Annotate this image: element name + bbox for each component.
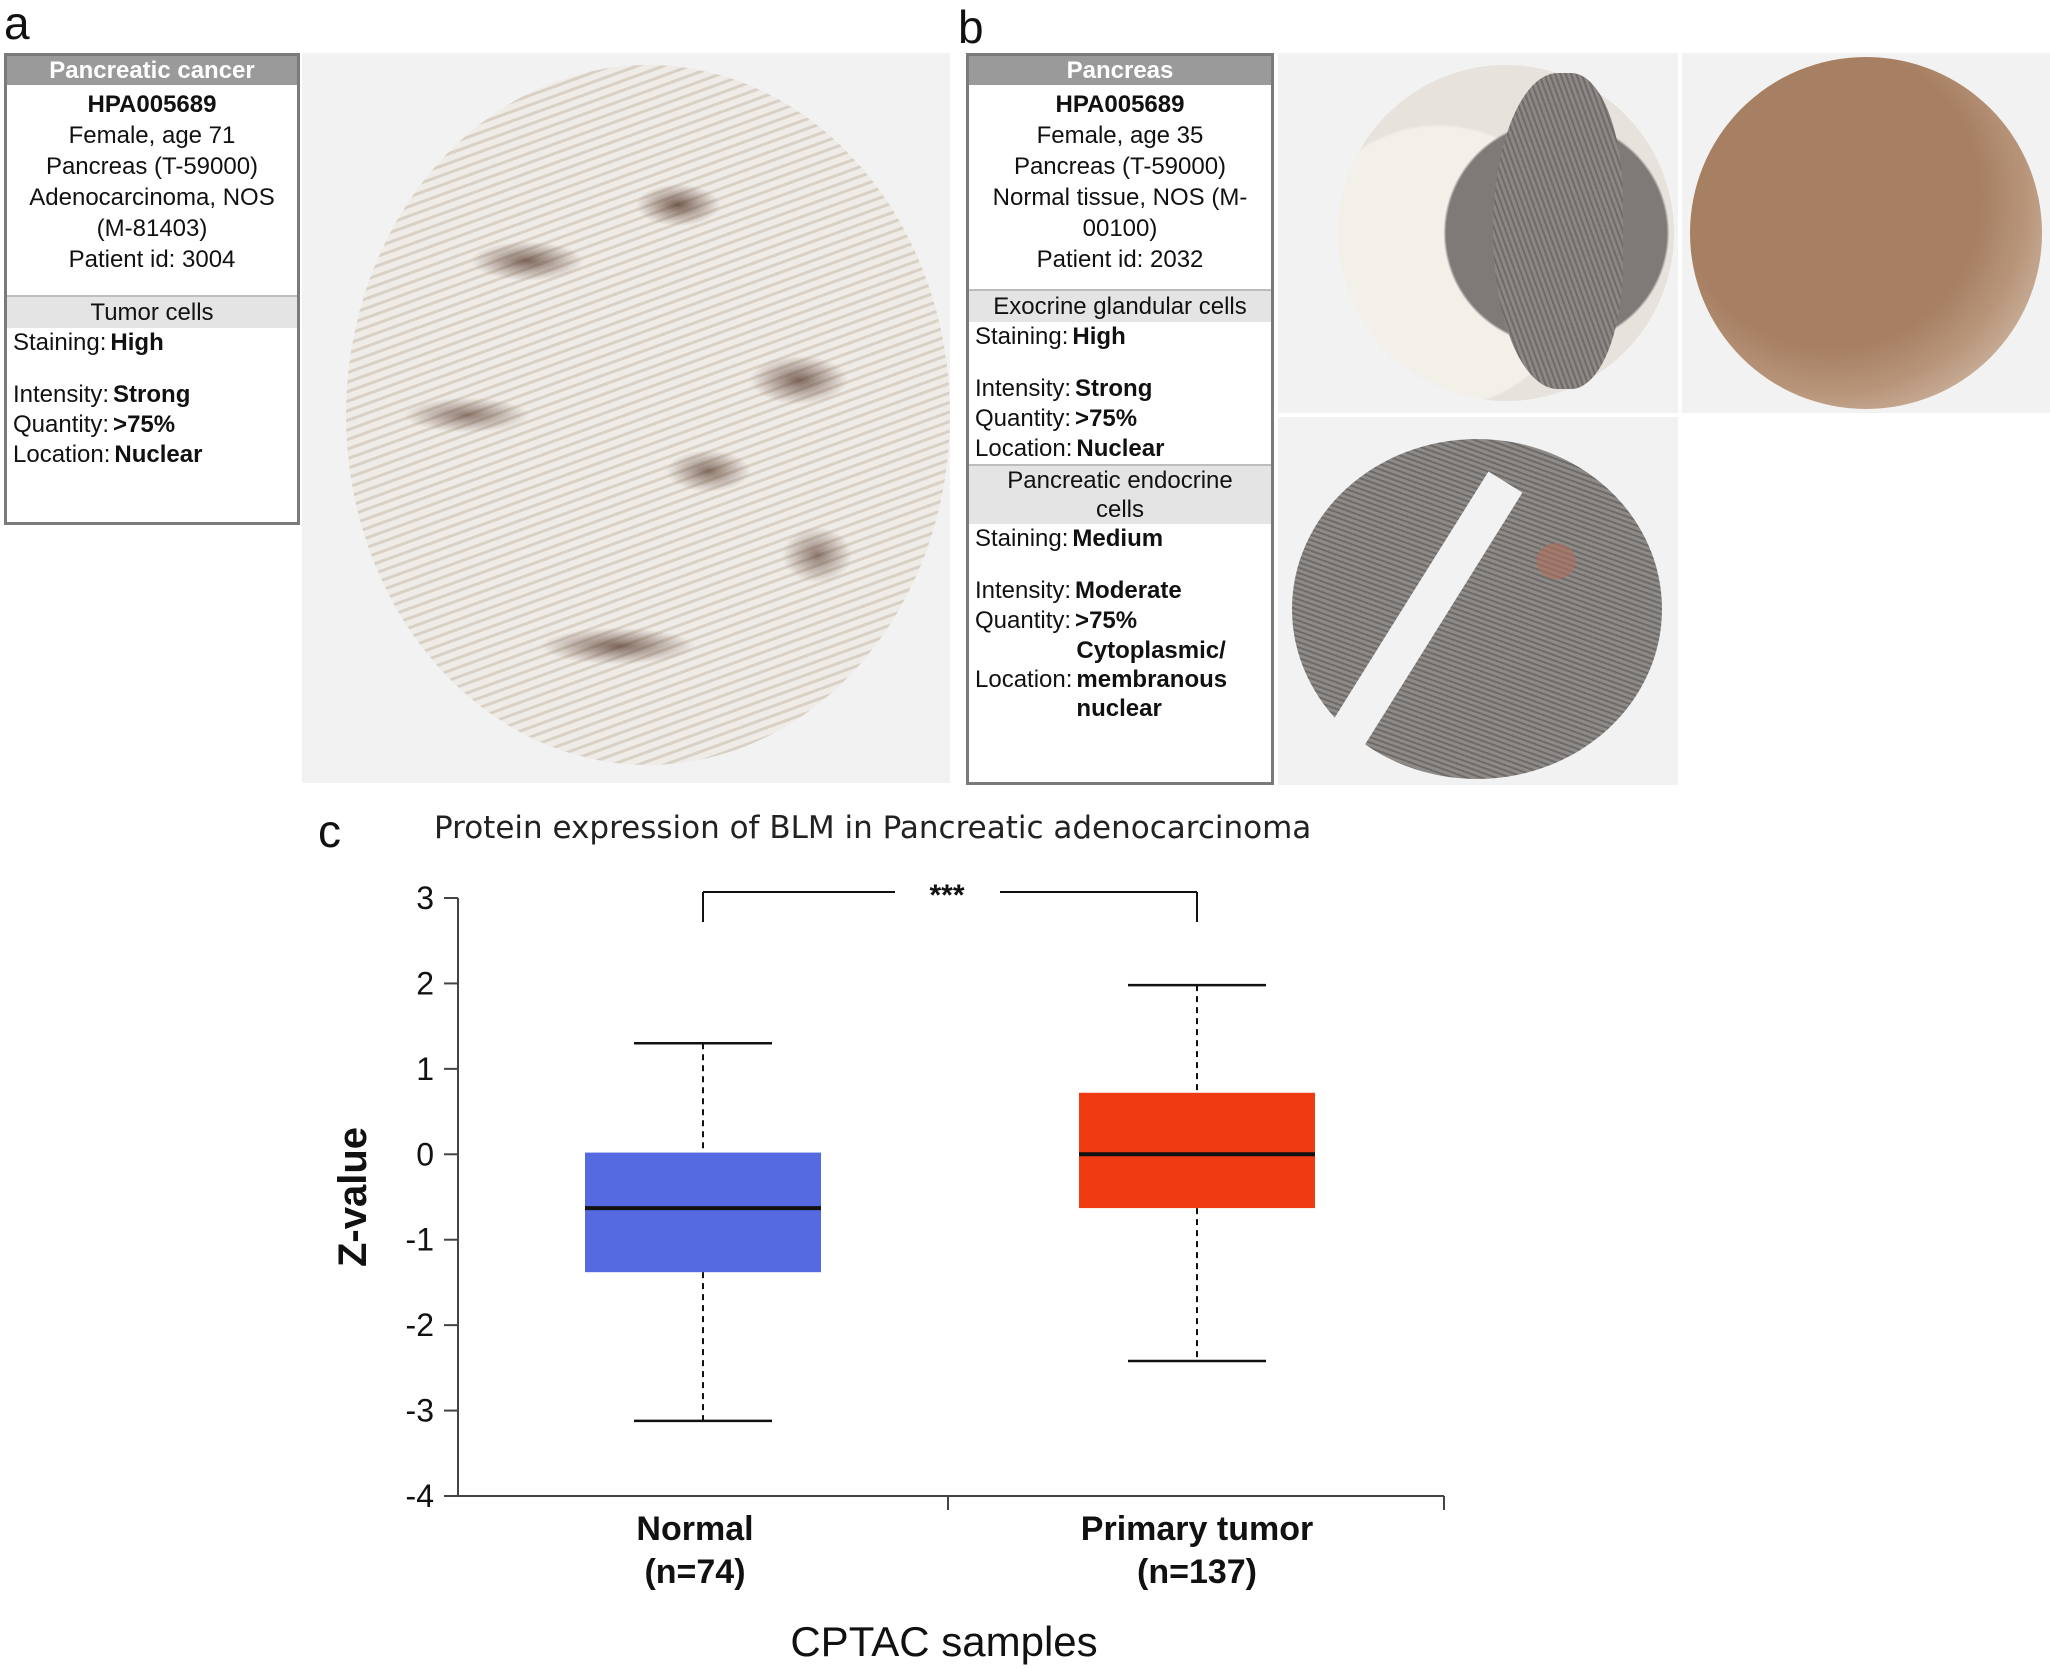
intensity-value: Strong	[113, 381, 191, 408]
staining-value: High	[1072, 323, 1126, 350]
panel-b-tissue-image-2	[1682, 53, 2050, 413]
patient-line: 00100)	[1082, 215, 1158, 242]
y-axis-label: Z-value	[331, 1127, 375, 1267]
location-value: Nuclear	[114, 441, 203, 468]
staining-label: Staining:	[975, 323, 1069, 350]
quantity-label: Quantity:	[13, 411, 110, 438]
intensity-value: Strong	[1075, 375, 1153, 402]
staining-label: Staining:	[13, 329, 107, 356]
y-tick-label: -3	[406, 1393, 434, 1429]
panel-b-header: Pancreas	[969, 56, 1271, 85]
patient-line: Pancreas (T-59000)	[45, 153, 259, 180]
significance-stars: ***	[929, 879, 964, 912]
location-label: Location:	[975, 665, 1073, 693]
location-value: Cytoplasmic/	[1076, 637, 1226, 664]
patient-line: Patient id: 3004	[68, 246, 236, 273]
staining-value: High	[110, 329, 164, 356]
quantity-value: >75%	[113, 411, 176, 438]
y-tick-label: 1	[416, 1051, 434, 1087]
location-value: nuclear	[1076, 695, 1162, 722]
staining-value: Medium	[1072, 525, 1164, 552]
location-label: Location:	[13, 441, 111, 468]
patient-line: Adenocarcinoma, NOS	[29, 184, 275, 211]
section-title: Exocrine glandular cells	[969, 289, 1271, 322]
panel-a-tissue-image	[302, 53, 950, 783]
quantity-value: >75%	[1075, 405, 1138, 432]
panel-a-infobox: Pancreatic cancer HPA005689 Female, age …	[4, 53, 300, 525]
intensity-value: Moderate	[1075, 577, 1182, 604]
panel-label-c: c	[318, 805, 341, 857]
y-tick-label: 0	[416, 1136, 434, 1172]
location-value: Nuclear	[1076, 435, 1165, 462]
box-primary-tumor	[1079, 1092, 1315, 1209]
x-category-n-label: (n=137)	[1137, 1553, 1257, 1591]
panel-b-tissue-image-1	[1278, 53, 1678, 413]
panel-b-tissue-image-3	[1278, 417, 1678, 785]
panel-label-a: a	[4, 0, 30, 49]
intensity-label: Intensity:	[975, 577, 1072, 604]
panel-a-header: Pancreatic cancer	[7, 56, 297, 85]
x-category-label: Primary tumor	[1081, 1510, 1313, 1548]
y-tick-label: -4	[406, 1478, 434, 1514]
location-value: membranous	[1076, 666, 1228, 693]
intensity-label: Intensity:	[13, 381, 110, 408]
panel-b-infobox: Pancreas HPA005689 Female, age 35 Pancre…	[966, 53, 1274, 785]
y-tick-label: 2	[416, 965, 434, 1001]
patient-line: Pancreas (T-59000)	[1013, 153, 1227, 180]
panel-a-antibody: HPA005689	[87, 91, 217, 118]
section-title: cells	[1095, 496, 1144, 523]
y-tick-label: -2	[406, 1307, 434, 1343]
patient-line: Female, age 71	[68, 122, 236, 149]
section-title: Pancreatic endocrine	[1007, 467, 1233, 494]
x-axis-label: CPTAC samples	[790, 1618, 1097, 1665]
quantity-label: Quantity:	[975, 405, 1072, 432]
patient-line: (M-81403)	[96, 215, 208, 242]
x-category-n-label: (n=74)	[644, 1553, 745, 1591]
panel-label-b: b	[958, 1, 984, 53]
intensity-label: Intensity:	[975, 375, 1072, 402]
quantity-label: Quantity:	[975, 607, 1072, 634]
chart-title: Protein expression of BLM in Pancreatic …	[434, 810, 1312, 846]
y-tick-label: -1	[406, 1222, 434, 1258]
staining-label: Staining:	[975, 525, 1069, 552]
panel-b-antibody: HPA005689	[1055, 91, 1185, 118]
section-title: Tumor cells	[7, 295, 297, 328]
y-tick-label: 3	[416, 880, 434, 916]
x-category-label: Normal	[636, 1510, 753, 1548]
patient-line: Female, age 35	[1036, 122, 1204, 149]
box-normal	[585, 1152, 821, 1273]
location-label: Location:	[975, 435, 1073, 462]
patient-line: Normal tissue, NOS (M-	[992, 184, 1248, 211]
patient-line: Patient id: 2032	[1036, 246, 1204, 273]
quantity-value: >75%	[1075, 607, 1138, 634]
